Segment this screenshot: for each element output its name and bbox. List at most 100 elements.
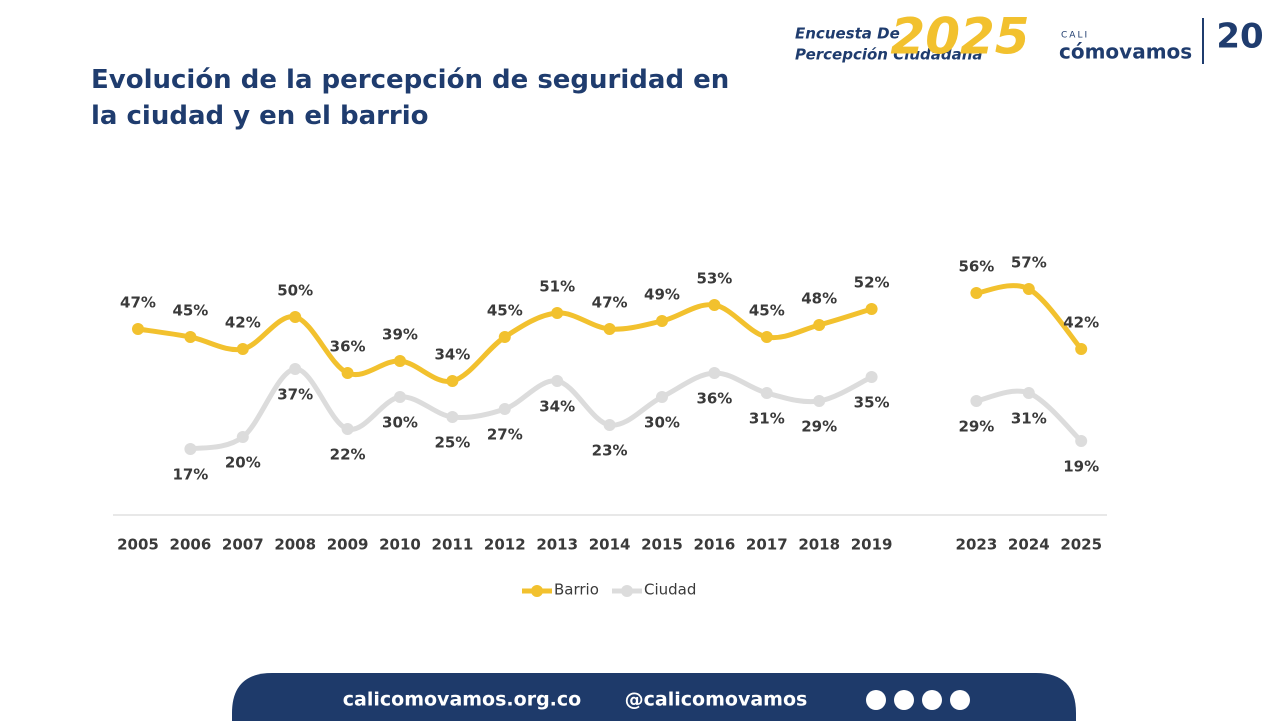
value-label: 47% <box>592 294 628 312</box>
value-label: 36% <box>330 338 366 356</box>
x-tick-label: 2008 <box>274 536 316 554</box>
value-label: 57% <box>1011 254 1047 272</box>
x-tick-label: 2024 <box>1008 536 1050 554</box>
series-point <box>656 391 668 403</box>
value-label: 19% <box>1063 458 1099 476</box>
value-label: 23% <box>592 442 628 460</box>
value-label: 29% <box>958 418 994 436</box>
value-label: 47% <box>120 294 156 312</box>
x-tick-label: 2006 <box>170 536 212 554</box>
series-point <box>289 363 302 375</box>
series-point <box>865 303 878 315</box>
value-label: 31% <box>749 410 785 428</box>
series-point <box>446 375 459 387</box>
value-label: 36% <box>696 390 732 408</box>
series-point <box>865 371 878 383</box>
series-point <box>498 403 511 415</box>
series-point <box>498 331 511 343</box>
icon-instagram[interactable] <box>866 690 886 710</box>
series-point <box>760 387 773 399</box>
x-tick-label: 2012 <box>484 536 526 554</box>
chart-title: Evolución de la percepción de seguridad … <box>91 65 730 131</box>
value-label: 48% <box>801 290 837 308</box>
series-point <box>551 375 564 387</box>
value-label: 20% <box>225 454 261 472</box>
value-label: 56% <box>958 258 994 276</box>
legend-marker <box>531 585 543 597</box>
value-label: 37% <box>277 386 313 404</box>
x-tick-label: 2016 <box>694 536 736 554</box>
value-label: 27% <box>487 426 523 444</box>
series-point <box>446 411 459 423</box>
legend-label: Ciudad <box>644 581 696 599</box>
anniversary: 20 <box>1216 17 1263 57</box>
value-label: 30% <box>644 414 680 432</box>
value-label: 51% <box>539 278 575 296</box>
value-label: 22% <box>330 446 366 464</box>
series-point <box>394 391 406 403</box>
x-tick-label: 2018 <box>798 536 840 554</box>
series-point <box>236 343 249 355</box>
value-label: 29% <box>801 418 837 436</box>
series-point <box>656 315 668 327</box>
footer-website: calicomovamos.org.co <box>343 689 581 711</box>
series-point <box>708 299 721 311</box>
value-label: 31% <box>1011 410 1047 428</box>
series-line <box>135 302 875 384</box>
series-point <box>341 367 354 379</box>
x-tick-label: 2025 <box>1060 536 1102 554</box>
value-label: 45% <box>487 302 523 320</box>
series-point <box>1075 435 1088 447</box>
icon-facebook[interactable] <box>894 690 914 710</box>
value-label: 42% <box>1063 314 1099 332</box>
icon-x[interactable] <box>922 690 942 710</box>
series-point <box>603 323 616 335</box>
x-tick-label: 2011 <box>432 536 474 554</box>
survey-line2: Percepción Ciudadana <box>795 46 983 64</box>
series-point <box>394 355 406 367</box>
series-point <box>341 423 354 435</box>
series-point <box>760 331 773 343</box>
value-label: 49% <box>644 286 680 304</box>
x-tick-label: 2005 <box>117 536 159 554</box>
x-tick-label: 2010 <box>379 536 421 554</box>
series-point <box>970 395 983 407</box>
x-tick-label: 2007 <box>222 536 264 554</box>
value-label: 34% <box>539 398 575 416</box>
survey-line1: Encuesta De <box>795 25 900 43</box>
x-tick-label: 2015 <box>641 536 683 554</box>
value-label: 30% <box>382 414 418 432</box>
series-point <box>1022 283 1035 295</box>
value-label: 45% <box>749 302 785 320</box>
series-point <box>603 419 616 431</box>
series-point <box>813 319 826 331</box>
value-label: 52% <box>854 274 890 292</box>
series-point <box>184 331 197 343</box>
brand: cómovamos <box>1059 40 1192 64</box>
value-label: 42% <box>225 314 261 332</box>
footer-bar <box>232 673 1076 721</box>
series-point <box>708 367 721 379</box>
x-tick-label: 2013 <box>536 536 578 554</box>
icon-linkedin[interactable] <box>950 690 970 710</box>
x-tick-label: 2023 <box>956 536 998 554</box>
series-point <box>1022 387 1035 399</box>
value-label: 53% <box>696 270 732 288</box>
series-point <box>132 323 144 335</box>
value-label: 25% <box>434 434 470 452</box>
footer-handle: @calicomovamos <box>625 689 808 711</box>
x-tick-label: 2014 <box>589 536 631 554</box>
value-label: 50% <box>277 282 313 300</box>
x-tick-label: 2017 <box>746 536 788 554</box>
brand-small: CALI <box>1061 31 1089 41</box>
series-point <box>551 307 564 319</box>
series-point <box>236 431 249 443</box>
survey-year: 2025 <box>890 8 1029 66</box>
series-point <box>289 311 302 323</box>
series-point <box>813 395 826 407</box>
series-point <box>184 443 197 455</box>
series-point <box>1075 343 1088 355</box>
series-point <box>970 287 983 299</box>
x-tick-label: 2019 <box>851 536 893 554</box>
